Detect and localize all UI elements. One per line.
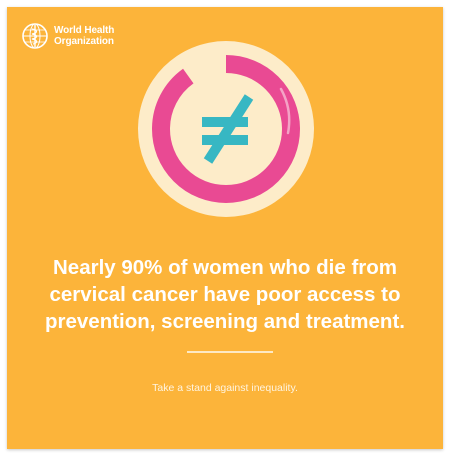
logo-line-1: World Health: [54, 25, 115, 36]
logo-line-2: Organization: [54, 36, 114, 47]
headline: Nearly 90% of women who die from cervica…: [15, 254, 435, 335]
headline-line-2: cervical cancer have poor access to: [49, 283, 401, 306]
not-equal-bar-top: [202, 117, 248, 127]
not-equal-ring-icon: [136, 39, 316, 219]
not-equal-slash: [203, 94, 254, 164]
headline-line-3: prevention, screening and treatment.: [45, 310, 405, 333]
who-emblem-icon: [21, 22, 49, 50]
emblem-ring-highlight: [279, 87, 291, 135]
emblem-ring: [152, 55, 300, 203]
infographic-card: World Health Organization Nearly 90% of …: [7, 7, 443, 449]
divider: [187, 351, 273, 353]
tagline: Take a stand against inequality.: [152, 382, 298, 394]
who-logo: World Health Organization: [21, 22, 114, 50]
headline-line-1: Nearly 90% of women who die from: [52, 256, 397, 279]
